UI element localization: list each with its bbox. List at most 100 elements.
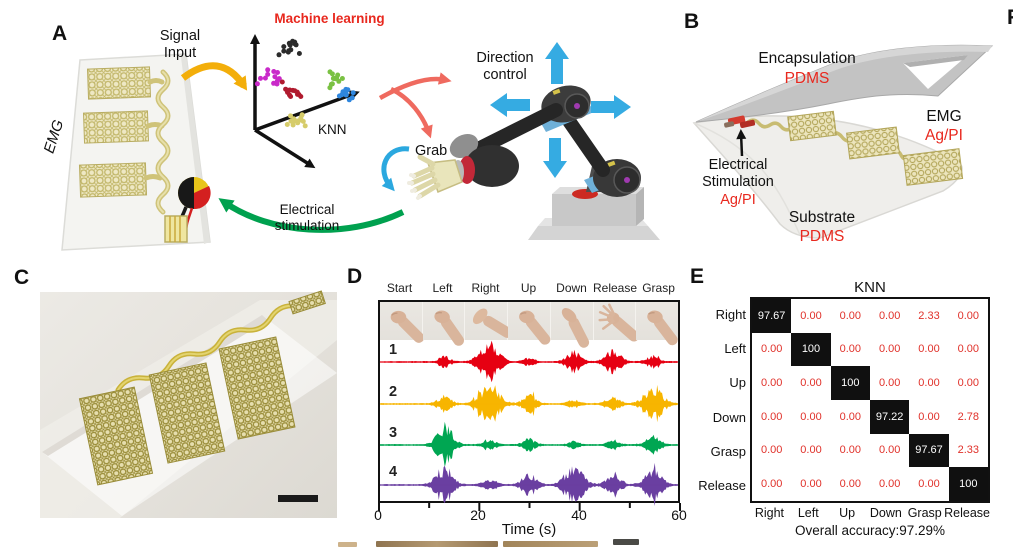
matrix-title: KNN [854,279,886,296]
scatter-point [254,81,260,87]
matrix-row-label: Grasp [710,443,746,459]
matrix-row-label: Release [698,478,746,494]
cropped-panel-sliver [376,541,498,547]
knn-scatter-plot [250,34,360,169]
gesture-label: Left [432,281,453,295]
panel-c-label: C [14,266,30,289]
matrix-col-label: Right [754,506,784,520]
scatter-point [327,85,333,91]
direction-arrows [490,42,631,178]
emg-waveforms [380,340,678,506]
electrode-patch [78,386,154,486]
matrix-cell-release-right: 0.00 [760,478,783,491]
scatter-point [279,79,285,85]
x-tick-label: 20 [470,507,486,523]
matrix-col-label: Up [839,506,856,520]
matrix-cell-right-right: 97.67 [752,299,792,333]
scatter-point [335,72,341,78]
matrix-cell-down-release: 2.78 [957,410,980,423]
scatter-point [272,74,278,80]
gesture-photo-release [593,302,639,342]
matrix-cell-right-down: 0.00 [878,309,901,322]
matrix-cell-down-up: 0.00 [839,410,862,423]
machine-learning-label: Machine learning [274,11,385,26]
hand-icon [434,310,464,346]
x-tick-label: 40 [571,507,587,523]
scatter-point [271,80,277,86]
scatter-point [339,76,345,81]
scatter-point [258,75,263,81]
panel-a-illustration [61,34,660,251]
scatter-point [276,76,282,82]
emg-electrode-chain [746,110,964,186]
scatter-point [281,44,287,50]
scatter-point [265,67,271,73]
grab-label: Grab [415,143,448,159]
matrix-cell-up-grasp: 0.00 [918,377,940,390]
channel-number: 2 [389,384,398,400]
matrix-cell-release-release: 100 [948,467,988,501]
scatter-point [284,122,290,127]
channel-number: 3 [389,425,398,441]
matrix-cell-up-down: 0.00 [878,377,901,390]
matrix-cell-down-grasp: 0.00 [918,410,940,423]
scatter-point [302,123,308,129]
encapsulation-layer [695,44,994,123]
connector-pad [288,290,326,315]
scatter-point [296,51,302,56]
matrix-cell-release-down: 0.00 [878,478,901,491]
scale-bar [278,495,318,502]
hand-icon [473,308,514,338]
scatter-point [350,90,356,96]
matrix-cell-left-left: 100 [791,332,831,367]
gesture-photo-start [380,302,425,343]
electrode-patch [148,362,226,464]
scatter-point [291,116,297,122]
gesture-label: Grasp [642,281,675,295]
matrix-cell-grasp-grasp: 97.67 [909,433,949,468]
hand-icon [647,310,678,346]
matrix-column-labels: Right Left Up Down Grasp Release [750,506,990,520]
matrix-row-label: Down [712,409,746,425]
matrix-row-labels: Right Left Up Down Grasp Release [682,297,746,503]
substrate-label: Substrate [788,209,856,226]
matrix-cell-right-left: 0.00 [800,309,822,322]
scatter-point [336,78,342,84]
matrix-cell-down-left: 0.00 [800,410,822,423]
scatter-point [285,49,291,55]
to-grab-arrow [389,86,433,139]
matrix-cell-up-release: 0.00 [957,377,980,390]
matrix-col-label: Down [869,506,902,520]
channel-number: 4 [389,464,398,480]
encapsulation-label: Encapsulation [758,50,856,67]
matrix-cell-left-down: 0.00 [878,343,901,356]
matrix-cell-down-right: 0.00 [760,410,783,423]
overall-accuracy: Overall accuracy:97.29% [794,523,946,538]
gesture-label: Start [386,281,413,295]
matrix-col-label: Grasp [907,506,942,520]
hand-icon [598,303,639,342]
matrix-row-label: Left [724,340,746,356]
matrix-col-label: Left [797,506,819,520]
to-direction-arrow [378,72,452,100]
scatter-point [290,122,296,128]
stimulation-label: Electrical Stimulation [702,157,774,190]
electrical-stimulation-arrow [218,198,405,233]
grab-rotation-arrow [381,146,410,192]
scatter-point [295,120,301,126]
matrix-cell-release-grasp: 0.00 [918,478,940,491]
scatter-point [299,112,305,118]
matrix-row-label: Right [715,306,746,322]
scatter-point [286,40,292,46]
x-axis-ticks [378,503,681,511]
emg-material-label: Ag/PI [925,127,963,144]
matrix-cell-grasp-down: 0.00 [878,444,901,457]
matrix-cell-left-grasp: 0.00 [918,343,940,356]
robot-arm-illustration [407,85,660,240]
scatter-point [287,92,292,98]
scatter-point [281,48,287,54]
gesture-photo-strip [380,302,679,348]
cropped-panel-sliver [338,542,357,547]
matrix-cell-left-up: 0.00 [839,343,862,356]
